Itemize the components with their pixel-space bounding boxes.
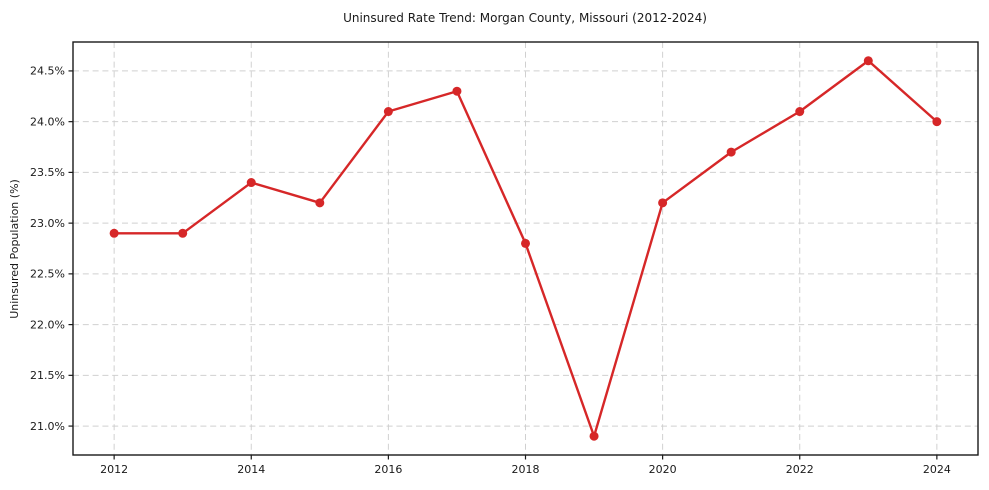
y-tick-label: 22.5% — [30, 268, 65, 281]
x-tick-label: 2016 — [374, 463, 402, 476]
data-point — [246, 178, 256, 188]
x-tick-label: 2014 — [237, 463, 265, 476]
data-point — [795, 107, 805, 117]
x-tick-label: 2024 — [923, 463, 951, 476]
data-point — [521, 238, 530, 248]
x-tick-label: 2022 — [786, 463, 814, 476]
y-tick-label: 21.0% — [30, 420, 65, 433]
y-tick-label: 24.0% — [30, 115, 65, 128]
data-point — [315, 198, 325, 208]
x-tick-label: 2018 — [512, 463, 540, 476]
data-point — [863, 56, 873, 66]
y-tick-label: 22.0% — [30, 318, 65, 331]
data-point — [383, 107, 393, 117]
data-point — [658, 198, 668, 208]
y-tick-label: 24.5% — [30, 65, 65, 78]
y-axis-label: Uninsured Population (%) — [8, 179, 21, 319]
grid-layer — [73, 42, 978, 455]
y-tick-label: 23.0% — [30, 217, 65, 230]
x-tick-label: 2012 — [100, 463, 128, 476]
data-point — [452, 86, 462, 96]
data-point — [932, 117, 942, 127]
data-point — [589, 431, 599, 441]
y-tick-label: 23.5% — [30, 166, 65, 179]
chart-title: Uninsured Rate Trend: Morgan County, Mis… — [343, 11, 707, 25]
data-point — [726, 147, 736, 157]
series-layer — [109, 56, 942, 441]
y-tick-label: 21.5% — [30, 369, 65, 382]
data-point — [178, 228, 188, 238]
data-point — [109, 228, 119, 238]
x-tick-label: 2020 — [649, 463, 677, 476]
tick-layer: 2012 2014 2016 2018 2020 2022 2024 21.0% 21.5% 22… — [30, 65, 951, 476]
